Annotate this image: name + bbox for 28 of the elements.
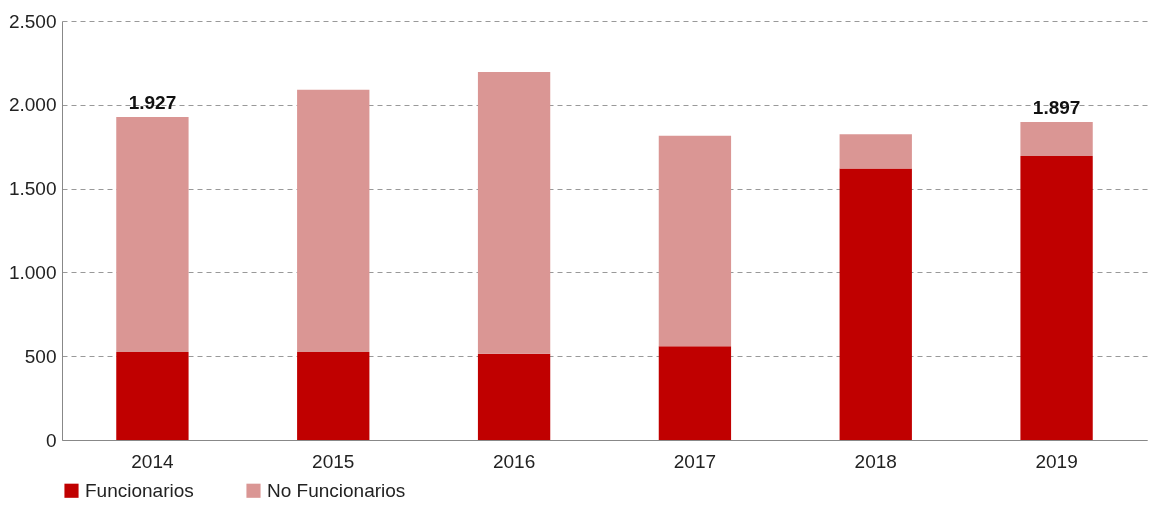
bar (477, 353, 551, 440)
x-tick-label: 2014 (131, 450, 174, 472)
x-tick-label: 2017 (673, 450, 717, 472)
bar (658, 135, 732, 347)
y-tick-label: 2.500 (8, 10, 57, 32)
y-tick-label: 2.000 (8, 94, 57, 116)
bar (116, 117, 189, 353)
bar (297, 352, 370, 440)
bar (1020, 122, 1093, 156)
y-tick-label: 0 (45, 429, 57, 451)
bar (839, 134, 912, 169)
bar (658, 346, 732, 440)
y-tick-label: 1.000 (8, 261, 57, 283)
y-tick-label: 500 (24, 345, 57, 367)
bar (839, 168, 912, 440)
bar (477, 72, 551, 354)
x-tick-label: 2015 (312, 450, 355, 472)
x-tick-label: 2016 (492, 450, 536, 472)
total-label: 1.897 (1032, 97, 1081, 119)
legend-label: No Funcionarios (267, 479, 406, 501)
x-tick-label: 2019 (1035, 450, 1078, 472)
bar (116, 352, 189, 440)
bar (297, 89, 370, 353)
legend-label: Funcionarios (85, 479, 194, 501)
total-label: 1.927 (128, 92, 177, 114)
x-tick-label: 2018 (854, 450, 897, 472)
bar (1020, 155, 1093, 440)
y-tick-label: 1.500 (8, 178, 57, 200)
